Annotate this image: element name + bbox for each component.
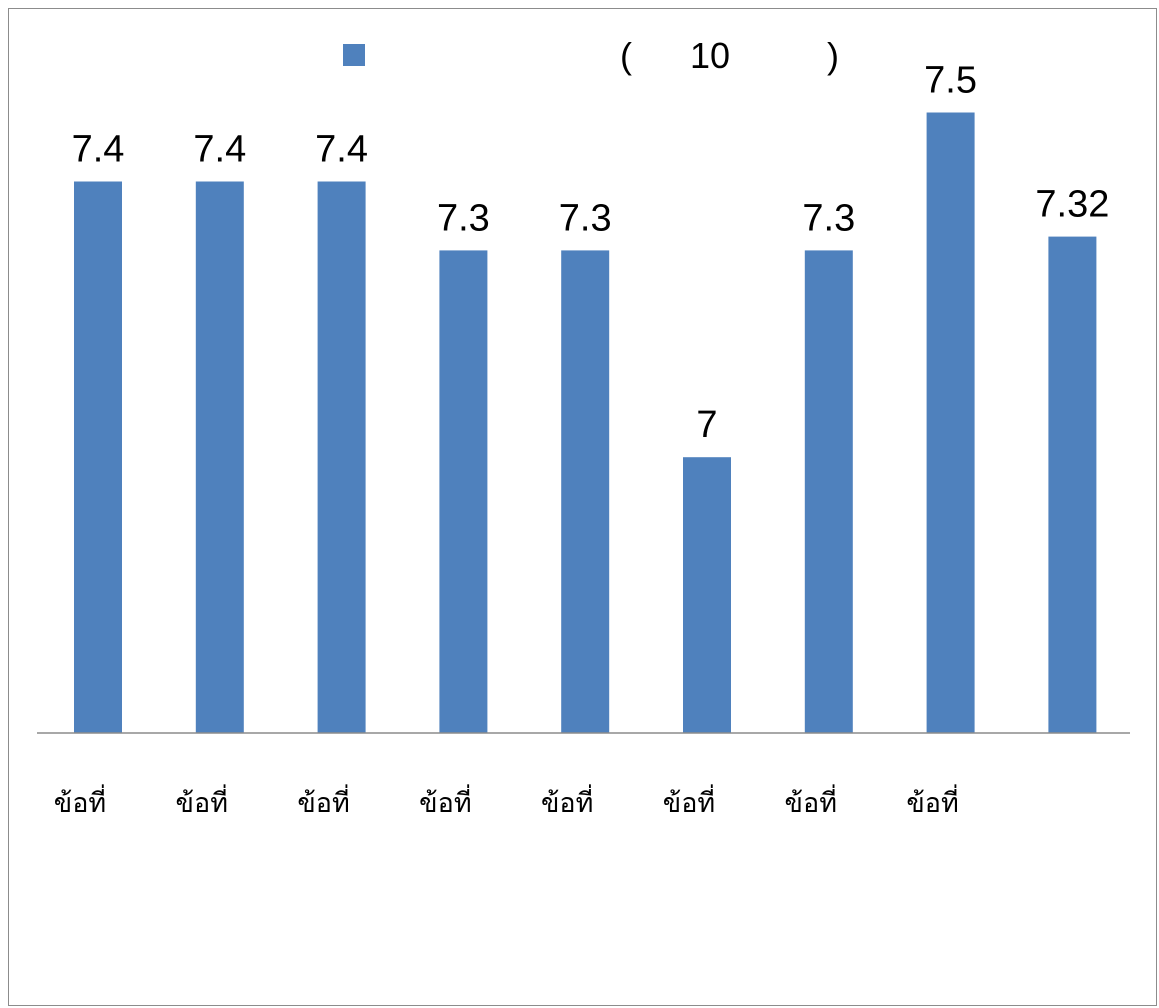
legend-close-paren: ) xyxy=(827,35,839,76)
x-tick-label-4: ข้อที่ xyxy=(419,784,471,819)
bars-group xyxy=(74,112,1097,733)
bar-3 xyxy=(317,181,366,733)
x-tick-label-3: ข้อที่ xyxy=(297,784,349,819)
bar-9 xyxy=(1048,236,1097,733)
data-label-5: 7.3 xyxy=(559,197,612,239)
x-tick-label-8: ข้อที่ xyxy=(906,784,958,819)
bar-1 xyxy=(74,181,122,733)
x-tick-label-5: ข้อที่ xyxy=(541,784,593,819)
data-label-6: 7 xyxy=(696,404,717,446)
data-label-2: 7.4 xyxy=(193,129,246,171)
x-tick-label-1: ข้อที่ xyxy=(54,784,106,819)
data-label-8: 7.5 xyxy=(924,60,977,102)
bar-4 xyxy=(439,250,488,733)
legend-open-paren: ( xyxy=(620,35,632,76)
data-label-1: 7.4 xyxy=(72,129,125,171)
bar-2 xyxy=(195,181,244,733)
data-label-9: 7.32 xyxy=(1035,184,1109,226)
legend-number: 10 xyxy=(690,35,730,76)
bar-5 xyxy=(561,250,610,733)
data-labels-group: 7.4 7.4 7.4 7.3 7.3 7 7.3 7.5 7.32 xyxy=(72,60,1110,447)
x-tick-label-7: ข้อที่ xyxy=(785,784,837,819)
x-tick-labels-group: ข้อที่ ข้อที่ ข้อที่ ข้อที่ ข้อที่ ข้อที่ ข้อท… xyxy=(54,784,959,819)
data-label-7: 7.3 xyxy=(802,197,855,239)
bar-8 xyxy=(926,112,975,733)
bar-7 xyxy=(804,250,853,733)
data-label-4: 7.3 xyxy=(437,197,490,239)
bar-6 xyxy=(683,457,731,733)
legend: ( 10 ) xyxy=(343,35,839,76)
data-label-3: 7.4 xyxy=(315,129,368,171)
x-tick-label-2: ข้อที่ xyxy=(176,784,228,819)
legend-swatch xyxy=(343,44,365,66)
x-tick-label-6: ข้อที่ xyxy=(663,784,715,819)
